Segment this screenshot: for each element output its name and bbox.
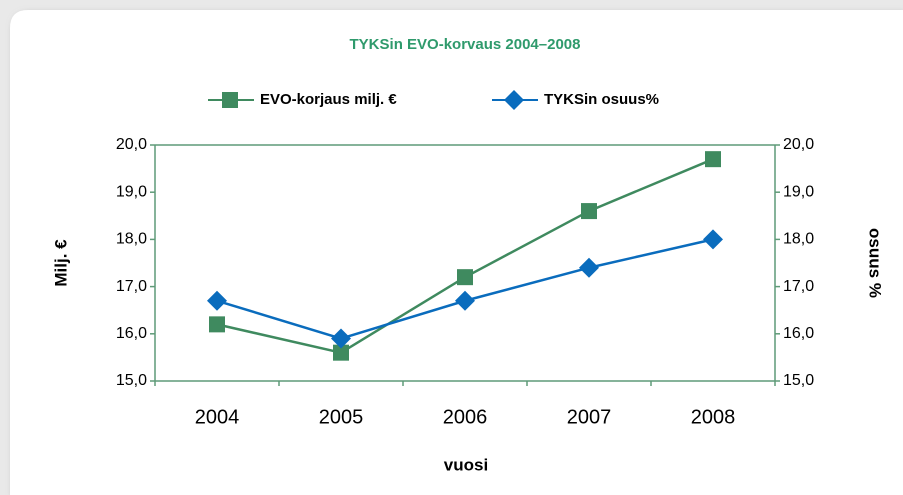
chart-title: TYKSin EVO-korvaus 2004–2008 [350,36,581,53]
legend-marker [222,92,238,108]
y2-axis-label: osuus % [866,228,885,298]
y2-tick-label: 17,0 [783,278,814,295]
marker-diamond [207,290,227,311]
marker-diamond [579,257,599,278]
y-tick-label: 19,0 [116,183,147,200]
y2-tick-label: 19,0 [783,183,814,200]
marker-square [581,203,597,220]
marker-square [457,269,473,286]
marker-square [333,344,349,361]
legend-label: EVO-korjaus milj. € [260,91,397,108]
y2-tick-label: 15,0 [783,372,814,389]
x-axis-label: vuosi [444,455,488,474]
y2-tick-label: 18,0 [783,231,814,248]
y2-tick-label: 20,0 [783,136,814,153]
y-tick-label: 17,0 [116,278,147,295]
y-tick-label: 16,0 [116,325,147,342]
marker-diamond [703,229,723,250]
marker-diamond [455,290,475,311]
marker-diamond [331,328,351,349]
marker-square [705,151,721,168]
marker-square [209,316,225,333]
x-tick-label: 2006 [443,406,488,428]
y-tick-label: 18,0 [116,231,147,248]
panel [10,10,903,495]
y-tick-label: 20,0 [116,136,147,153]
legend-marker [504,90,524,110]
y2-tick-label: 16,0 [783,325,814,342]
x-tick-label: 2007 [567,406,612,428]
y-axis-label: Milj. € [51,239,70,287]
x-tick-label: 2004 [195,406,240,428]
y-tick-label: 15,0 [116,372,147,389]
legend-label: TYKSin osuus% [544,91,659,108]
x-tick-label: 2008 [691,406,736,428]
x-tick-label: 2005 [319,406,364,428]
